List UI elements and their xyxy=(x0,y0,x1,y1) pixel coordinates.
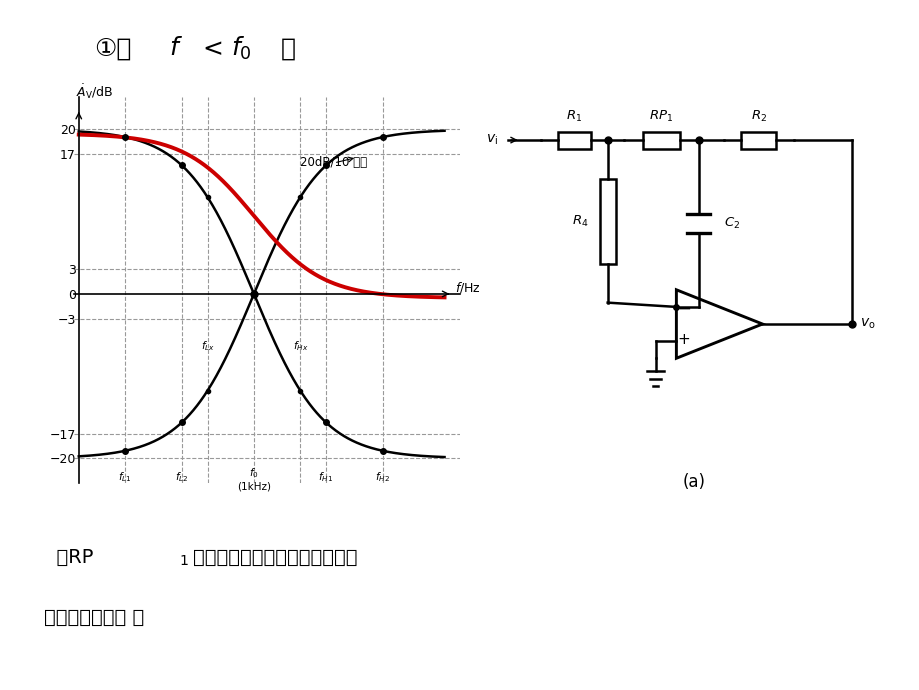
Text: $C_2$: $C_2$ xyxy=(723,216,739,231)
Text: $f_{L2}$: $f_{L2}$ xyxy=(175,471,188,484)
Text: $f_0$
(1kHz): $f_0$ (1kHz) xyxy=(237,466,270,492)
Text: $f_{H2}$: $f_{H2}$ xyxy=(375,471,390,484)
Text: 提升最大的情况 。: 提升最大的情况 。 xyxy=(44,608,144,627)
Text: $f_0$: $f_0$ xyxy=(231,34,252,62)
Text: $f$: $f$ xyxy=(169,37,183,60)
Bar xyxy=(599,179,615,264)
Bar xyxy=(642,132,679,148)
Text: $f_{L1}$: $f_{L1}$ xyxy=(119,471,131,484)
Text: $f$/Hz: $f$/Hz xyxy=(454,280,480,295)
Text: $<$: $<$ xyxy=(198,37,222,60)
Text: $v_{\rm i}$: $v_{\rm i}$ xyxy=(485,133,497,147)
Text: (a): (a) xyxy=(682,473,706,491)
Text: 20dB/10 倍频: 20dB/10 倍频 xyxy=(300,157,367,170)
Text: $R_4$: $R_4$ xyxy=(572,214,588,229)
Text: −: − xyxy=(676,300,690,318)
Bar xyxy=(558,132,591,148)
Text: 当RP: 当RP xyxy=(44,548,94,567)
Text: 的滑臂在最左端时，对应于低频: 的滑臂在最左端时，对应于低频 xyxy=(193,548,357,567)
Text: $R_2$: $R_2$ xyxy=(750,109,766,124)
Text: $v_{\rm o}$: $v_{\rm o}$ xyxy=(859,317,875,331)
Text: $f_{H1}$: $f_{H1}$ xyxy=(318,471,334,484)
Text: 时: 时 xyxy=(280,37,295,60)
Text: +: + xyxy=(676,332,689,346)
Text: $RP_1$: $RP_1$ xyxy=(649,109,673,124)
Text: $\dot{A}_{\rm V}$/dB: $\dot{A}_{\rm V}$/dB xyxy=(76,82,114,101)
Text: 1: 1 xyxy=(179,553,188,567)
Text: $f_{Hx}$: $f_{Hx}$ xyxy=(292,339,308,353)
Text: ①当: ①当 xyxy=(95,37,131,60)
Text: $R_1$: $R_1$ xyxy=(566,109,582,124)
Text: $f_{Lx}$: $f_{Lx}$ xyxy=(200,339,214,353)
Bar xyxy=(741,132,776,148)
